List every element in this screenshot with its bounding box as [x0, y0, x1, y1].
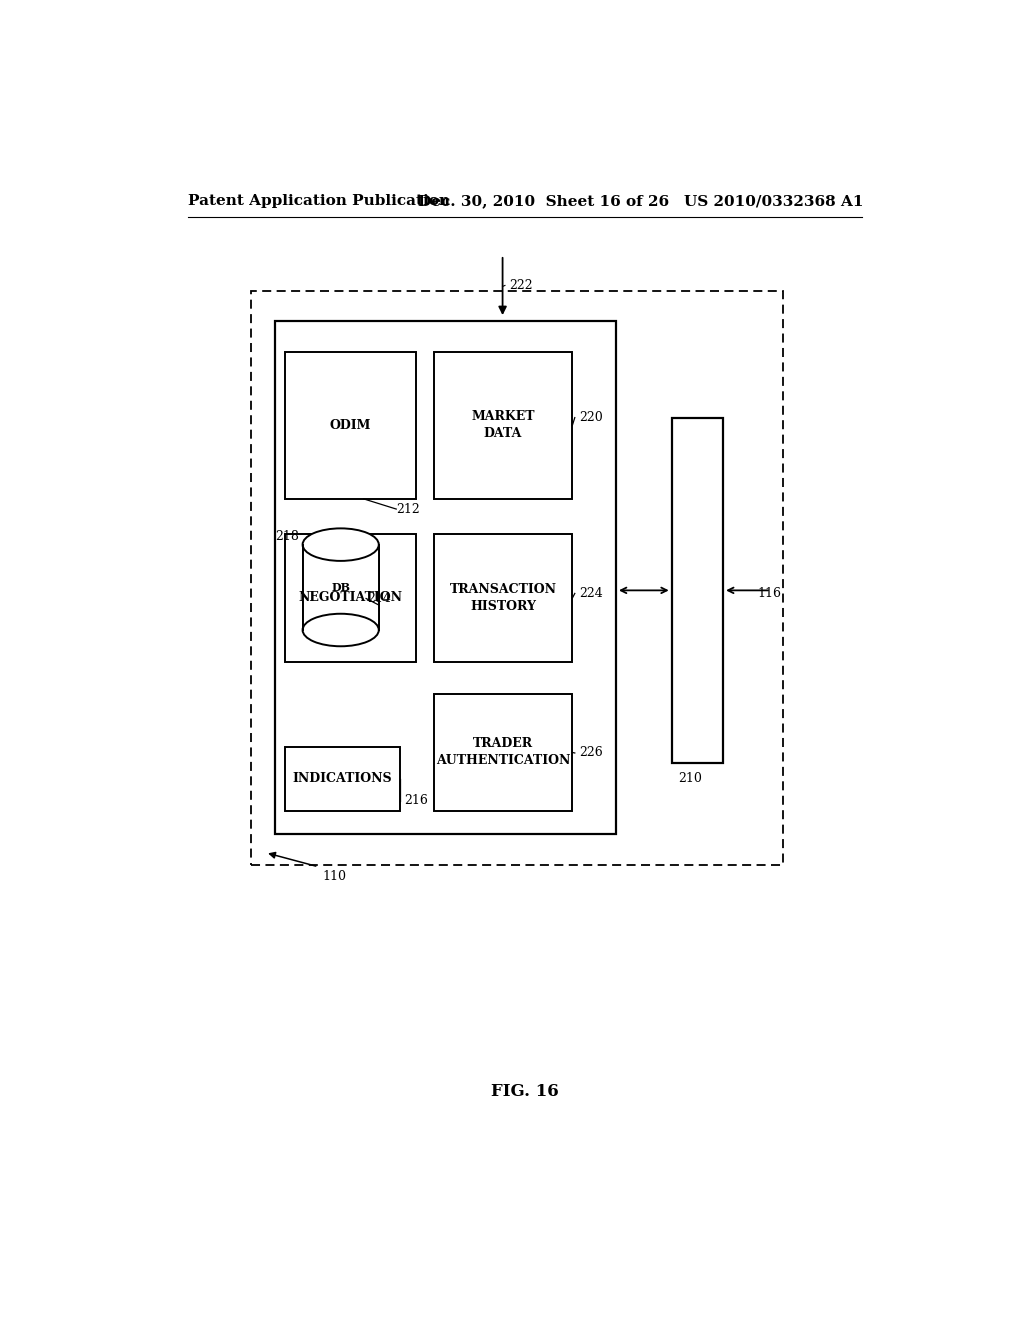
Text: DB: DB: [331, 582, 350, 593]
Text: TRADER
AUTHENTICATION: TRADER AUTHENTICATION: [436, 738, 570, 767]
Text: NEGOTIATION: NEGOTIATION: [299, 591, 402, 605]
Text: FIG. 16: FIG. 16: [490, 1082, 559, 1100]
Text: Patent Application Publication: Patent Application Publication: [187, 194, 450, 209]
Text: TRANSACTION
HISTORY: TRANSACTION HISTORY: [450, 583, 556, 612]
Text: 216: 216: [404, 795, 428, 808]
Bar: [433, 535, 572, 661]
Text: 110: 110: [323, 870, 346, 883]
Text: 226: 226: [579, 747, 602, 759]
Text: 210: 210: [678, 772, 701, 785]
Bar: [433, 694, 572, 810]
Text: 218: 218: [274, 531, 299, 543]
Text: 116: 116: [758, 587, 781, 599]
Text: US 2010/0332368 A1: US 2010/0332368 A1: [684, 194, 863, 209]
Ellipse shape: [303, 528, 379, 561]
Bar: [285, 535, 416, 661]
Text: INDICATIONS: INDICATIONS: [293, 772, 392, 785]
Text: 220: 220: [579, 411, 602, 424]
Text: 212: 212: [396, 503, 420, 516]
Text: 214: 214: [368, 591, 391, 605]
Text: Dec. 30, 2010  Sheet 16 of 26: Dec. 30, 2010 Sheet 16 of 26: [418, 194, 669, 209]
Bar: [251, 290, 782, 865]
Bar: [285, 747, 400, 810]
Text: ODIM: ODIM: [330, 418, 372, 432]
Bar: [433, 351, 572, 499]
Bar: [285, 351, 416, 499]
Ellipse shape: [303, 614, 379, 647]
Text: MARKET
DATA: MARKET DATA: [471, 411, 535, 440]
Bar: [303, 545, 379, 630]
Bar: [672, 417, 723, 763]
Text: 222: 222: [509, 279, 532, 292]
Bar: [274, 321, 616, 834]
Text: 224: 224: [579, 587, 602, 599]
